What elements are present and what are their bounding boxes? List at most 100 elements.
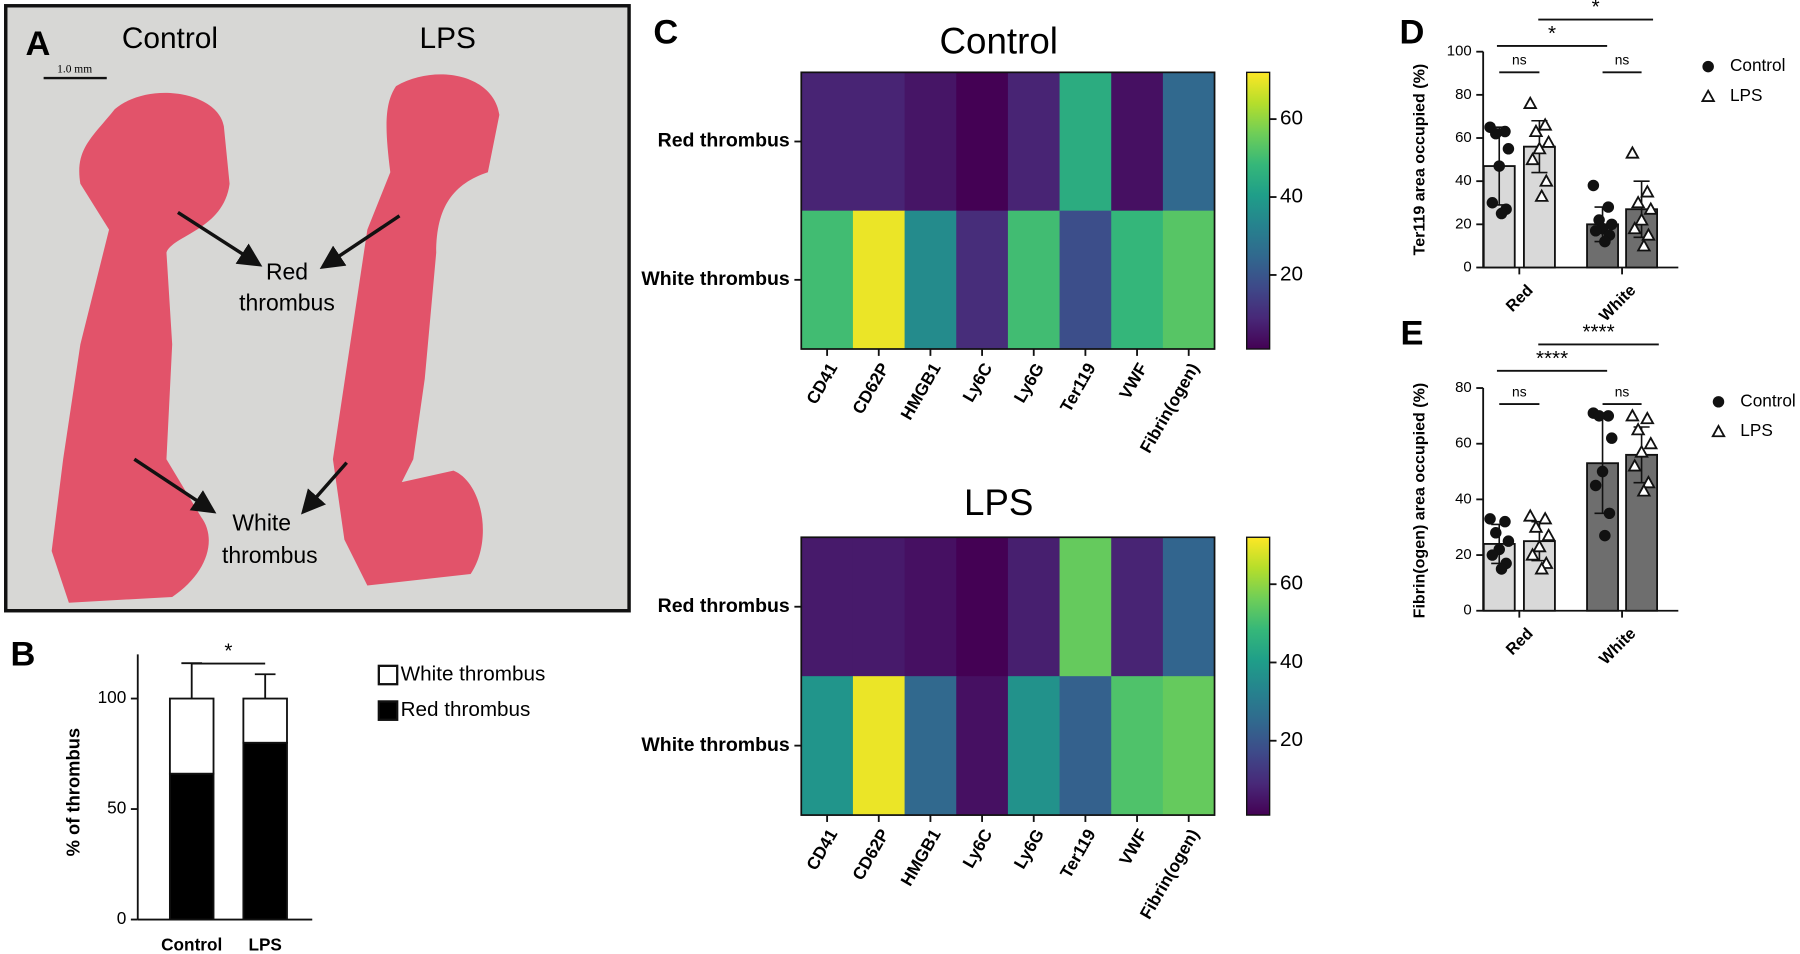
significance-label: **** <box>1536 347 1568 370</box>
legend-label: White thrombus <box>401 662 546 685</box>
colorbar <box>1245 536 1271 816</box>
legend-marker <box>1712 396 1725 408</box>
data-point <box>1599 235 1611 248</box>
image-label: White <box>232 510 291 536</box>
column-label: CD41 <box>802 359 842 407</box>
significance-label: ns <box>1512 53 1527 68</box>
data-point <box>1495 207 1508 220</box>
column-label: Ly6G <box>1010 359 1049 406</box>
data-point <box>1627 458 1642 472</box>
colorbar-tick-label: 20 <box>1280 262 1303 285</box>
heatmap-cell <box>1007 72 1061 212</box>
image-label: thrombus <box>239 289 335 315</box>
colorbar <box>1245 71 1271 350</box>
data-point <box>1636 238 1652 252</box>
y-axis-label: Fibrin(ogen) area occupied (%) <box>1410 383 1428 619</box>
data-point <box>1537 117 1553 131</box>
heatmap-cell <box>852 676 906 816</box>
column-label: Ter119 <box>1056 359 1100 415</box>
chart-title: LPS <box>964 482 1033 523</box>
legend-marker <box>1711 424 1726 438</box>
heatmap-frame <box>800 536 1216 816</box>
data-point <box>1495 563 1508 575</box>
image-label: LPS <box>420 22 476 55</box>
data-point <box>1539 173 1554 187</box>
data-point <box>1522 508 1538 522</box>
data-point <box>1630 195 1646 209</box>
data-point <box>1541 527 1556 542</box>
legend-label: Control <box>1730 55 1785 75</box>
error-bar <box>181 662 203 699</box>
arrow <box>301 461 348 515</box>
heatmap-cell <box>1059 537 1112 677</box>
heatmap-cell <box>1162 676 1216 816</box>
y-tick-label: 50 <box>107 798 126 818</box>
y-tick-label: 100 <box>98 687 127 707</box>
legend-label: LPS <box>1740 420 1773 440</box>
data-point <box>1587 179 1600 192</box>
heatmap-cell <box>1059 210 1112 350</box>
significance-label: * <box>1592 0 1600 19</box>
heatmap-cell <box>1111 210 1164 350</box>
heatmap-cell <box>1059 676 1112 816</box>
heatmap-cell <box>904 676 957 816</box>
column-label: HMGB1 <box>896 825 945 889</box>
panel-label: B <box>11 636 36 674</box>
heatmap-cell <box>904 72 957 212</box>
x-tick-label: Red <box>1502 281 1536 315</box>
panel-label: A <box>25 25 50 63</box>
heatmap-cell <box>1007 676 1061 816</box>
bar-segment <box>242 741 288 921</box>
row-label: Red thrombus <box>658 595 790 617</box>
heatmap-cell <box>1162 210 1216 350</box>
column-label: CD62P <box>848 359 893 417</box>
panel-label: C <box>653 14 678 52</box>
arrow <box>319 214 401 270</box>
legend-label: Control <box>1740 390 1795 410</box>
image-label: thrombus <box>222 542 318 568</box>
image-label: Control <box>122 22 218 55</box>
data-point <box>1528 519 1544 533</box>
data-point <box>1643 201 1659 215</box>
data-point <box>1502 143 1515 155</box>
data-point <box>1490 527 1502 539</box>
lps-thrombus <box>332 74 500 586</box>
data-point <box>1640 184 1655 198</box>
panel-label: E <box>1401 314 1424 352</box>
heatmap-cell <box>956 676 1009 816</box>
heatmap-cell <box>956 72 1009 212</box>
y-tick-label: 60 <box>1455 129 1472 146</box>
data-point <box>1625 408 1640 422</box>
data-point <box>1605 218 1618 231</box>
data-point <box>1603 507 1616 520</box>
column-label: Ly6G <box>1010 825 1049 872</box>
column-label: VWF <box>1115 825 1151 868</box>
data-point <box>1490 127 1502 140</box>
heatmap-cell <box>956 537 1009 677</box>
heatmap-cell <box>956 210 1009 350</box>
column-label: Ter119 <box>1056 825 1100 881</box>
legend-swatch <box>377 664 399 686</box>
heatmap-cell <box>801 72 854 212</box>
column-label: Ly6C <box>958 825 996 871</box>
significance-label: * <box>224 640 232 663</box>
significance-label: **** <box>1582 320 1614 343</box>
legend-label: LPS <box>1730 85 1763 105</box>
data-point <box>1636 483 1652 497</box>
y-tick-label: 40 <box>1455 172 1472 189</box>
data-point <box>1641 227 1656 241</box>
data-point <box>1486 197 1499 209</box>
column-label: CD41 <box>802 825 842 873</box>
heatmap-cell <box>852 72 906 212</box>
y-tick-label: 20 <box>1455 546 1472 563</box>
data-point <box>1634 212 1649 226</box>
significance-label: ns <box>1615 53 1630 68</box>
colorbar-tick-label: 40 <box>1280 184 1303 207</box>
data-point <box>1602 410 1615 422</box>
legend-marker <box>1700 88 1716 102</box>
data-point <box>1630 422 1646 436</box>
data-point <box>1627 221 1642 235</box>
image-label: Red <box>266 258 308 284</box>
